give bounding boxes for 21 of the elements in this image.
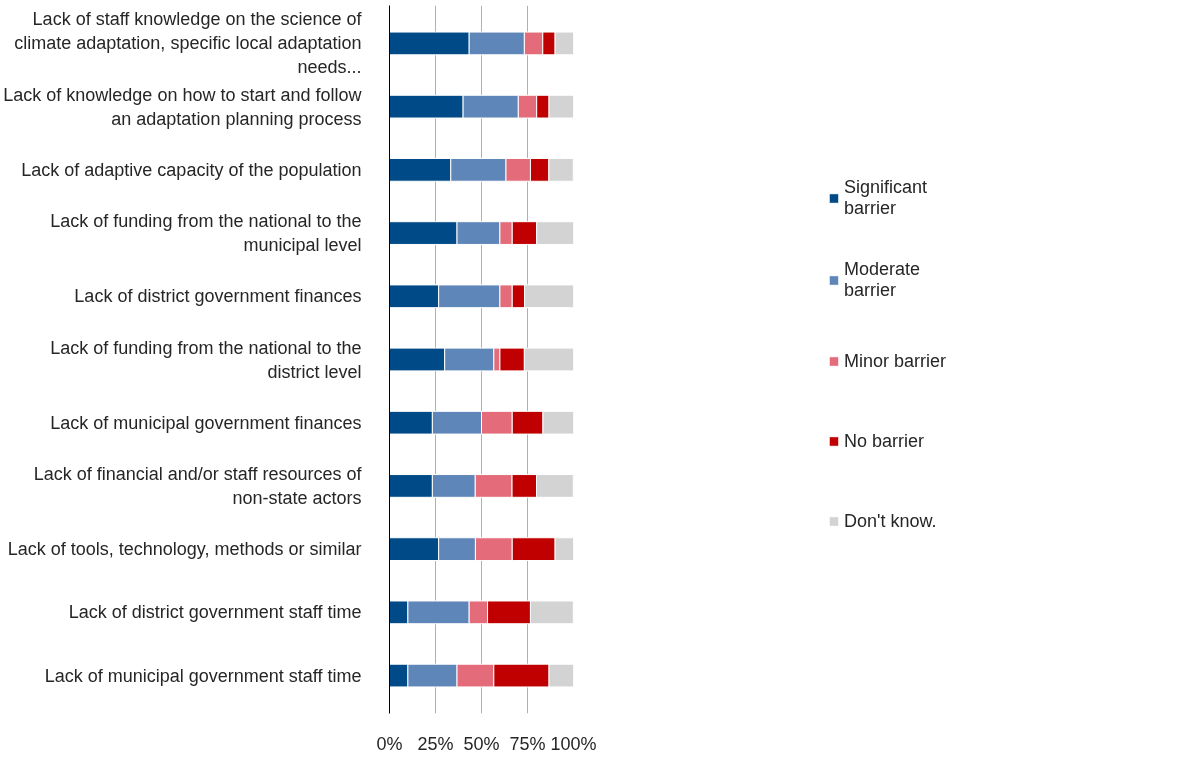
y-tick-label: Lack of staff knowledge on the science of climate adaptation, specific local adaptation needs...	[14, 9, 363, 78]
y-tick-label: Lack of tools, technology, methods or similar	[7, 539, 362, 560]
legend-label: Don't know.	[843, 509, 937, 533]
legend-label: Moderate barrier	[843, 259, 921, 301]
y-tick-label: Lack of knowledge on how to start and follow an adaptation planning process	[3, 84, 363, 129]
y-tick-label: Lack of municipal government finances	[50, 412, 362, 433]
y-tick-label: Lack of funding from the national to the district level	[50, 337, 362, 382]
y-tick-label: Lack of municipal government staff time	[44, 665, 362, 686]
y-tick-label: Lack of adaptive capacity of the population	[21, 159, 362, 180]
legend-label: No barrier	[843, 429, 925, 453]
y-tick-label: Lack of funding from the national to the municipal level	[50, 211, 362, 256]
legend-label: Significant barrier	[843, 177, 928, 219]
x-tick-label: 75%	[509, 733, 546, 754]
x-tick-label: 25%	[417, 733, 454, 754]
y-tick-label: Lack of district government finances	[74, 286, 362, 307]
y-tick-label: Lack of district government staff time	[68, 602, 362, 623]
y-tick-label: Lack of financial and/or staff resources of non-state actors	[33, 463, 363, 508]
x-tick-label: 50%	[463, 733, 500, 754]
x-tick-label: 100%	[550, 733, 597, 754]
x-tick-label: 0%	[376, 733, 403, 754]
legend-label: Minor barrier	[843, 349, 947, 373]
